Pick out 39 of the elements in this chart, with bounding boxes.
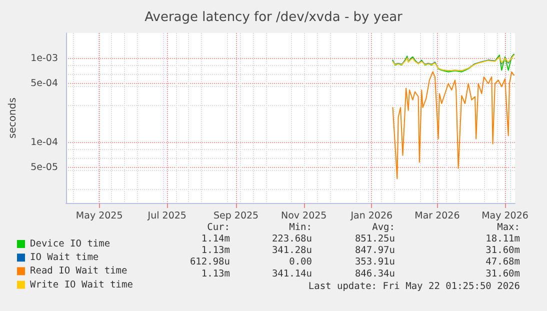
y-tick-label: 5e-05 <box>30 162 58 174</box>
text: Avg: <box>372 222 395 233</box>
text: Max: <box>497 222 520 233</box>
text: 612.98u <box>190 256 230 268</box>
x-tick-label: May 2025 <box>76 210 123 222</box>
legend-label: Read IO Wait time <box>30 266 128 277</box>
y-tick-label: 5e-04 <box>30 78 58 90</box>
x-tick-label: Jul 2025 <box>146 210 186 222</box>
x-tick-label: May 2026 <box>482 210 528 222</box>
text: 1.13m <box>201 245 230 256</box>
x-tick-label: Sep 2025 <box>213 210 259 222</box>
text: 18.11m <box>486 234 520 244</box>
x-tick-label: Nov 2025 <box>280 210 327 222</box>
legend-label: Write IO Wait time <box>30 279 134 290</box>
chart-title: Average latency for /dev/xvda - by year <box>144 10 404 25</box>
y-axis-title: seconds <box>8 98 18 138</box>
line-series <box>392 71 514 180</box>
text: 1.13m <box>201 268 230 280</box>
text: 353.91u <box>354 256 395 268</box>
text: Cur: <box>207 222 230 233</box>
legend-label: Device IO time <box>30 238 110 250</box>
text: Last update: Fri May 22 01:25:50 2026 <box>308 280 520 292</box>
text: 31.60m <box>486 268 520 280</box>
text: 1.14m <box>201 234 230 244</box>
text: 341.14u <box>272 268 312 280</box>
x-tick-label: Mar 2026 <box>414 210 460 222</box>
text: 851.25u <box>354 234 395 244</box>
y-tick-label: 1e-04 <box>30 136 58 148</box>
legend-label: IO Wait time <box>30 252 99 264</box>
text: 223.68u <box>272 234 312 244</box>
y-tick-label: 1e-03 <box>30 52 58 64</box>
text: Min: <box>289 222 312 233</box>
text: 31.60m <box>486 245 520 256</box>
text: 47.68m <box>486 256 520 268</box>
text: 847.97u <box>354 245 395 256</box>
text: 0.00 <box>289 256 312 268</box>
text: 846.34u <box>354 268 395 280</box>
text: 341.28u <box>272 245 312 256</box>
x-tick-label: Jan 2026 <box>350 210 393 222</box>
